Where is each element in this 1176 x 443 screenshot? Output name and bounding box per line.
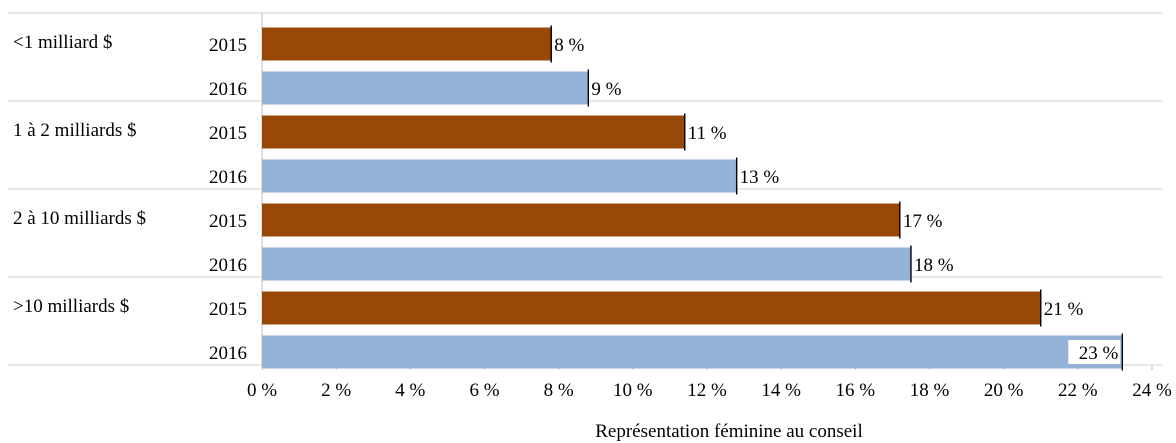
bar-value-label: 9 %: [591, 79, 621, 100]
x-tick-label: 10 %: [613, 380, 653, 401]
x-tick-label: 6 %: [469, 380, 499, 401]
bar-2015: [262, 115, 685, 149]
x-axis-title: Représentation féminine au conseil: [595, 421, 863, 442]
x-tick-labels: 0 % 2 % 4 % 6 % 8 % 10 % 12 % 14 % 16 % 18 % 20 % 2…: [247, 380, 1172, 401]
x-tick-label: 2 %: [321, 380, 351, 401]
bar-value-label: 17 %: [903, 211, 943, 232]
x-tick-label: 24 %: [1132, 380, 1172, 401]
group-label: 2 à 10 milliards $: [13, 208, 146, 229]
year-label: 2015: [209, 299, 247, 320]
bar-value-label: 21 %: [1044, 299, 1084, 320]
year-label: 2015: [209, 123, 247, 144]
bar-2016: [262, 335, 1123, 369]
x-tick-label: 8 %: [544, 380, 574, 401]
x-tick-label: 18 %: [910, 380, 950, 401]
bar-2016: [262, 247, 911, 281]
x-tick-label: 14 %: [761, 380, 801, 401]
x-tick-label: 22 %: [1058, 380, 1098, 401]
bar-2016: [262, 159, 737, 193]
x-tick-label: 4 %: [395, 380, 425, 401]
bar-2015: [262, 203, 900, 237]
x-tick-label: 0 %: [247, 380, 277, 401]
year-label: 2016: [209, 167, 247, 188]
group-label: >10 milliards $: [13, 296, 129, 317]
bar-label-background: [1068, 340, 1121, 364]
bar-value-label: 18 %: [914, 255, 954, 276]
bar-value-label: 13 %: [740, 167, 780, 188]
bar-labels: 8 % 9 % 11 % 13 % 17 % 18 % 21 % 23 %: [554, 35, 1121, 364]
year-label: 2016: [209, 79, 247, 100]
x-tick-label: 12 %: [687, 380, 727, 401]
x-tick-label: 16 %: [836, 380, 876, 401]
x-tick-label: 20 %: [984, 380, 1024, 401]
bar-2015: [262, 291, 1041, 325]
group-label: <1 milliard $: [13, 32, 112, 53]
bar-2016: [262, 71, 589, 105]
group-label: 1 à 2 milliards $: [13, 120, 136, 141]
year-label: 2015: [209, 211, 247, 232]
year-label: 2016: [209, 343, 247, 364]
year-label: 2016: [209, 255, 247, 276]
year-labels: 2015 2016 2015 2016 2015 2016 2015 2016: [209, 35, 247, 364]
bar-value-label: 23 %: [1079, 343, 1119, 364]
bar-value-label: 11 %: [688, 123, 727, 144]
bars: [262, 25, 1124, 371]
bar-value-label: 8 %: [554, 35, 584, 56]
group-labels: <1 milliard $ 1 à 2 milliards $ 2 à 10 mil…: [13, 32, 146, 317]
year-label: 2015: [209, 35, 247, 56]
bar-2015: [262, 27, 552, 61]
